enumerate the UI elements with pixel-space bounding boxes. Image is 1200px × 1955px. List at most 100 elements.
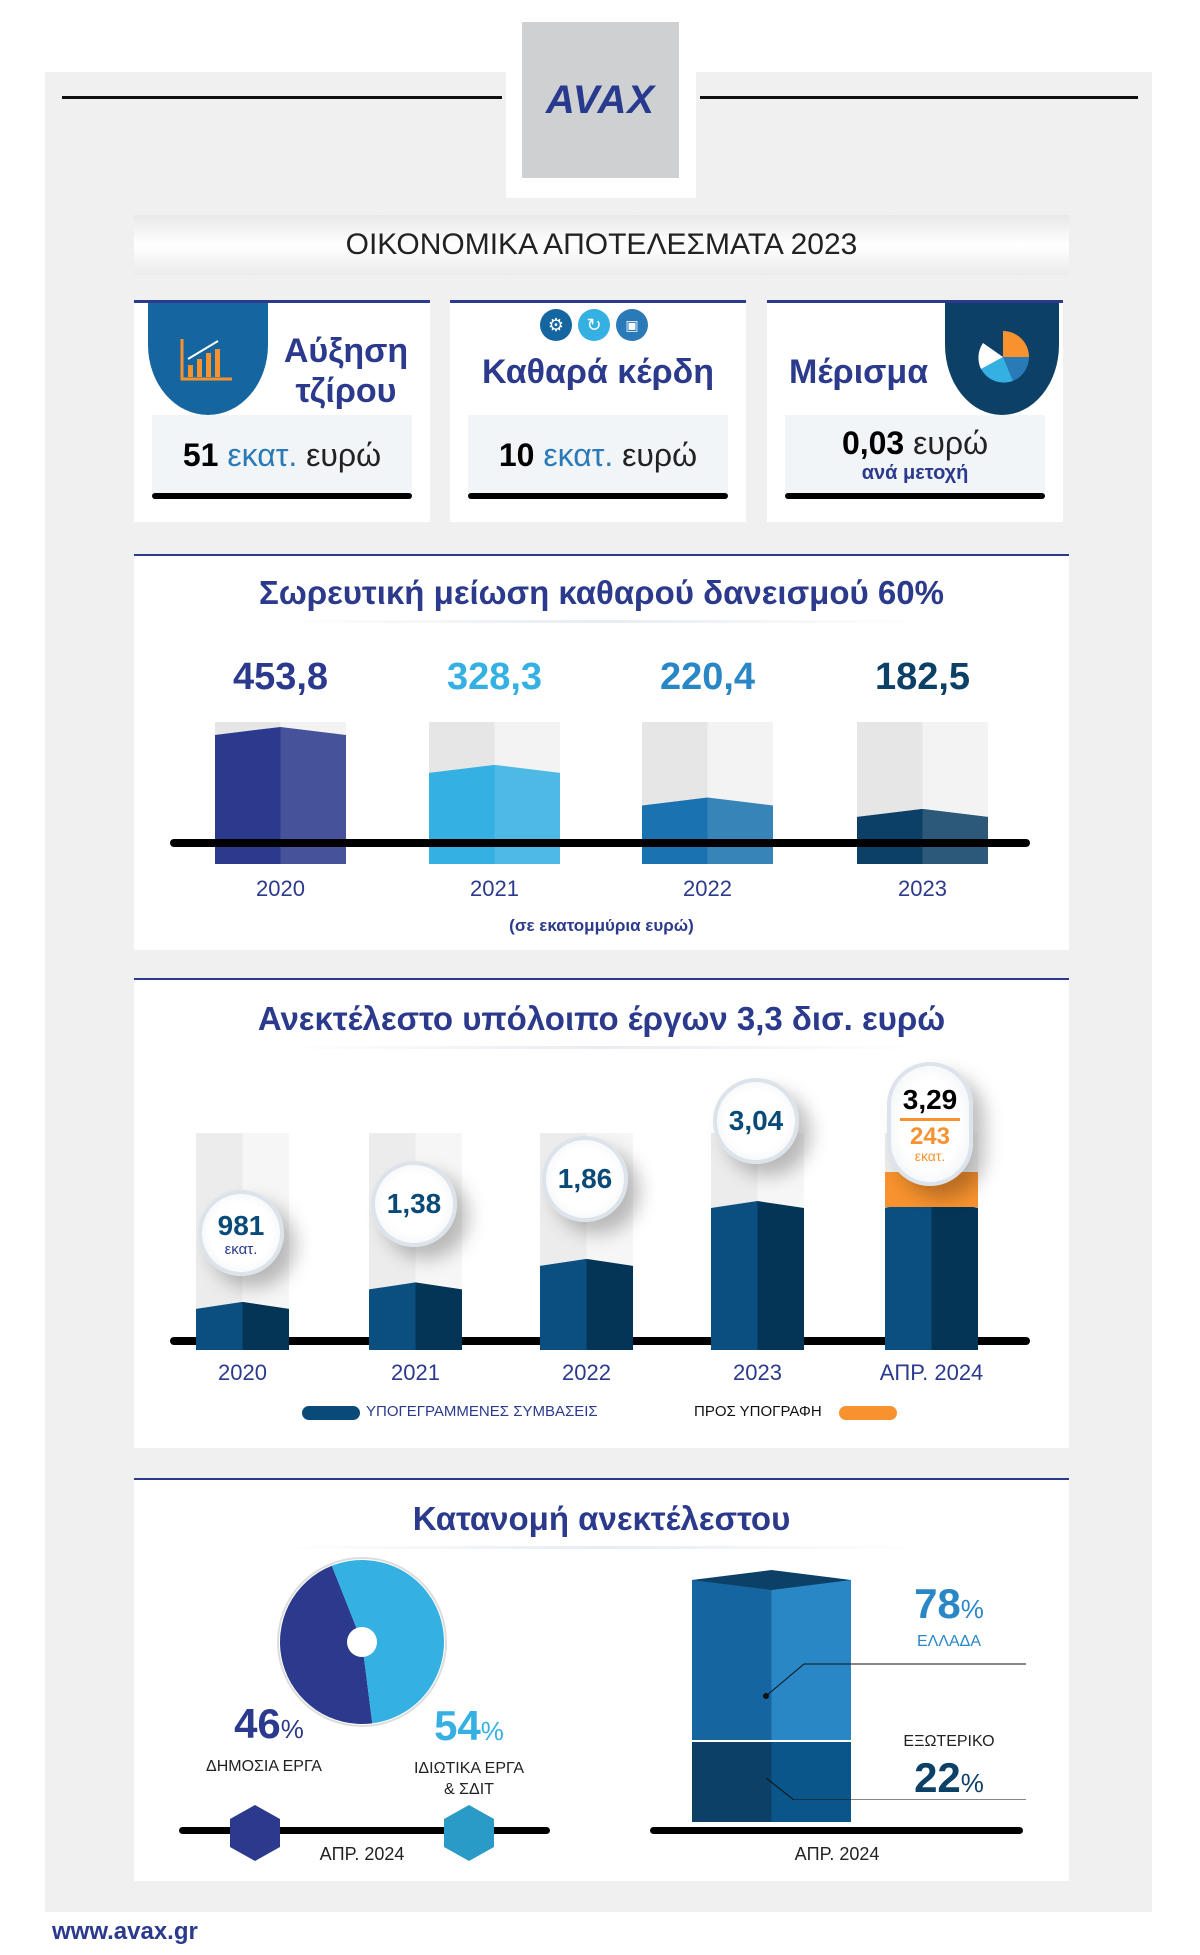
bar [642,797,773,864]
bar-signed [369,1282,462,1350]
leader-lines [763,1663,1026,1800]
bubble-value: 981 [217,1209,265,1241]
data-label: 220,4 [659,656,756,698]
backlog-section: Ανεκτέλεστο υπόλοιπο έργων 3,3 δισ. ευρώ… [134,978,1069,1448]
label-line: ΙΔΙΩΤΙΚΑ ΕΡΓΑ [413,1760,525,1777]
sector-pie-chart [277,1557,447,1727]
net-debt-section: Σωρευτική μείωση καθαρού δανεισμού 60% 4… [134,554,1069,950]
bubble-unit: εκατ. [224,1240,258,1258]
value-currency: ευρώ [622,436,698,473]
data-label: 328,3 [446,656,543,698]
value-number: 51 [182,436,219,473]
value-bubble: 3,29 243 εκατ. [887,1062,973,1186]
chart-note: (σε εκατομμύρια ευρώ) [509,916,694,935]
dividend-badge [945,303,1059,415]
bar [429,764,560,864]
public-label: ΔΗΜΟΣΙΑ ΕΡΓΑ [206,1758,322,1775]
value-currency: ευρώ [913,425,989,461]
bubble-value: 1,38 [386,1188,442,1219]
public-percent: 46% [214,1700,324,1748]
percent-sign: % [280,1714,304,1744]
gear-icon: ⚙ [540,309,572,341]
chart-date: ΑΠΡ. 2024 [319,1844,405,1864]
value-number: 0,03 [841,425,905,461]
bar-signed [885,1200,978,1350]
pie-chart-icon [978,331,1029,383]
card-underline [785,493,1045,499]
logo-text: AVAX [545,77,656,122]
card-title: Καθαρά κέρδη [481,353,715,391]
briefcase-icon: ▣ [616,309,648,341]
pie-slice-private [331,1560,444,1724]
value-bubble: 981 εκατ. [198,1190,284,1276]
year-label: 2023 [733,1360,782,1385]
backlog-distribution-section: Κατανομή ανεκτέλεστου 46% ΔΗΜΟΣΙΑ ΕΡΓΑ 5… [134,1478,1069,1881]
private-label: ΙΔΙΩΤΙΚΑ ΕΡΓΑ & ΣΔΙΤ [379,1758,559,1800]
private-percent: 54% [414,1702,524,1750]
legend-label: ΥΠΟΓΕΓΡΑΜΜΕΝΕΣ ΣΥΜΒΑΣΕΙΣ [366,1403,598,1420]
chart-date: ΑΠΡ. 2024 [794,1844,880,1864]
value-bubble: 3,04 [713,1078,799,1164]
data-label: 453,8 [232,656,329,698]
pie-slice-public [279,1565,373,1724]
bar-signed [540,1258,633,1350]
website-link[interactable]: www.avax.gr [52,1918,198,1945]
percent-sign: % [480,1716,504,1746]
divider [62,96,502,99]
legend-swatch-signed [302,1406,360,1420]
percent-value: 54 [434,1702,481,1749]
card-underline [468,493,728,499]
hexagon-navy-icon [230,1805,280,1861]
pending-value: 243 [909,1122,951,1150]
section-title: Ανεκτέλεστο υπόλοιπο έργων 3,3 δισ. ευρώ [134,1000,1069,1049]
card-title: Μέρισμα [789,353,929,391]
year-label: 2022 [562,1360,611,1385]
legend-swatch-pending [839,1406,897,1420]
bubble-value: 3,29 [902,1083,958,1115]
icon-group: ⚙ ↻ ▣ [540,309,648,341]
pie-center [347,1627,377,1657]
section-title: Κατανομή ανεκτέλεστου [134,1500,1069,1549]
turnover-card: Αύξηση τζίρου 51 εκατ. ευρώ [134,300,430,522]
stack-top [692,1570,851,1590]
value-bubble: 1,86 [542,1136,628,1222]
value-unit: εκατ. [227,436,298,473]
dividend-value: 0,03 ευρώ ανά μετοχή [785,415,1045,495]
legend-label: ΠΡΟΣ ΥΠΟΓΡΑΦΗ [694,1403,822,1420]
card-title: Αύξηση [283,332,409,370]
chart-baseline [650,1827,1023,1834]
year-label: 2020 [218,1360,267,1385]
abroad-percent: 22% [894,1754,1004,1802]
value-currency: ευρώ [306,436,382,473]
percent-value: 46 [234,1700,281,1747]
turnover-value: 51 εκατ. ευρώ [152,415,412,495]
pending-unit: εκατ. [914,1147,946,1164]
chart-growth-icon [180,339,232,381]
page-title: ΟΙΚΟΝΟΜΙΚΑ ΑΠΟΤΕΛΕΣΜΑΤΑ 2023 [134,215,1069,275]
hexagon-blue-icon [444,1805,494,1861]
section-title: Σωρευτική μείωση καθαρού δανεισμού 60% [134,574,1069,623]
year-label: 2023 [898,876,947,901]
card-title: τζίρου [295,372,397,410]
greece-label: ΕΛΛΑΔΑ [916,1633,982,1650]
value-bubble: 1,38 [371,1161,457,1247]
net-profit-value: 10 εκατ. ευρώ [468,415,728,495]
card-underline [152,493,412,499]
percent-sign: % [960,1768,984,1798]
bubble-value: 1,86 [557,1163,613,1194]
turnover-badge [148,303,268,415]
year-label: 2021 [391,1360,440,1385]
avax-logo: AVAX [522,22,679,178]
percent-value: 78 [914,1580,961,1627]
percent-sign: % [960,1594,984,1624]
divider [700,96,1138,99]
bar-signed [196,1301,289,1350]
year-label: ΑΠΡ. 2024 [879,1360,984,1385]
value-unit: εκατ. [543,436,614,473]
chart-baseline [179,1827,550,1834]
label-line: & ΣΔΙΤ [444,1781,494,1798]
net-profit-card: ⚙ ↻ ▣ Καθαρά κέρδη 10 εκατ. ευρώ [450,300,746,522]
year-label: 2021 [470,876,519,901]
dividend-card: Μέρισμα 0,03 ευρώ ανά μετοχή [767,300,1063,522]
bubble-value: 3,04 [728,1105,784,1136]
